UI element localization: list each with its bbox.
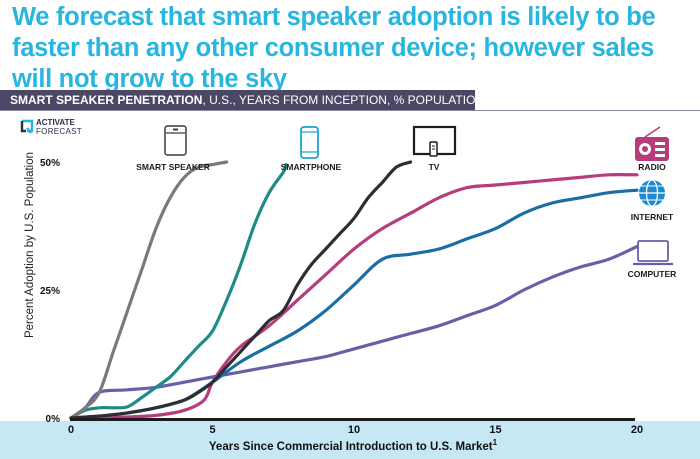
x-axis-label-superscript: 1 [493,438,498,447]
tv-icon [412,125,457,157]
series-label-smartphone: SMARTPHONE [281,162,342,172]
chart-banner: SMART SPEAKER PENETRATION, U.S., YEARS F… [0,90,484,110]
y-tick-label: 0% [46,414,61,425]
activate-forecast-logo: ACTIVATE FORECAST [20,117,120,139]
radio-icon [635,126,669,161]
logo-mark-icon [20,119,34,134]
headline: We forecast that smart speaker adoption … [12,3,656,93]
x-tick-label: 20 [631,424,643,436]
y-axis-label: Percent Adoption by U.S. Population [24,152,36,338]
series-label-internet: INTERNET [631,212,674,222]
x-tick-label: 0 [68,424,74,436]
series-line-tv [69,160,413,420]
internet-icon [639,179,665,207]
series-line-smart-speaker [69,160,229,420]
series-lines [69,160,639,420]
x-tick-label: 15 [489,424,501,436]
x-axis-label-text: Years Since Commercial Introduction to U… [209,441,493,453]
series-line-radio [69,173,639,420]
series-label-smart-speaker: SMART SPEAKER [136,162,210,172]
logo-line1: ACTIVATE [36,118,75,127]
series-label-tv: TV [429,162,440,172]
banner-title: SMART SPEAKER PENETRATION [10,93,203,107]
banner-subtitle: , U.S., YEARS FROM INCEPTION, % POPULATI… [202,93,485,107]
x-tick-label: 10 [348,424,360,436]
axis-ticks: 0 5 10 15 20 0% 25% 50% [40,158,643,436]
smart-speaker-icon [164,125,187,156]
series-label-computer: COMPUTER [628,269,677,279]
logo-line2: FORECAST [36,127,82,136]
smartphone-icon [300,126,319,159]
banner-divider [0,110,700,111]
series-line-computer [69,244,639,420]
y-tick-label: 25% [40,286,60,297]
series-label-radio: RADIO [638,162,666,172]
series-line-smartphone [69,163,288,420]
x-tick-label: 5 [209,424,215,436]
y-tick-label: 50% [40,158,60,169]
computer-icon [633,240,673,266]
x-axis-band [0,421,700,459]
x-axis-label: Years Since Commercial Introduction to U… [209,438,498,453]
